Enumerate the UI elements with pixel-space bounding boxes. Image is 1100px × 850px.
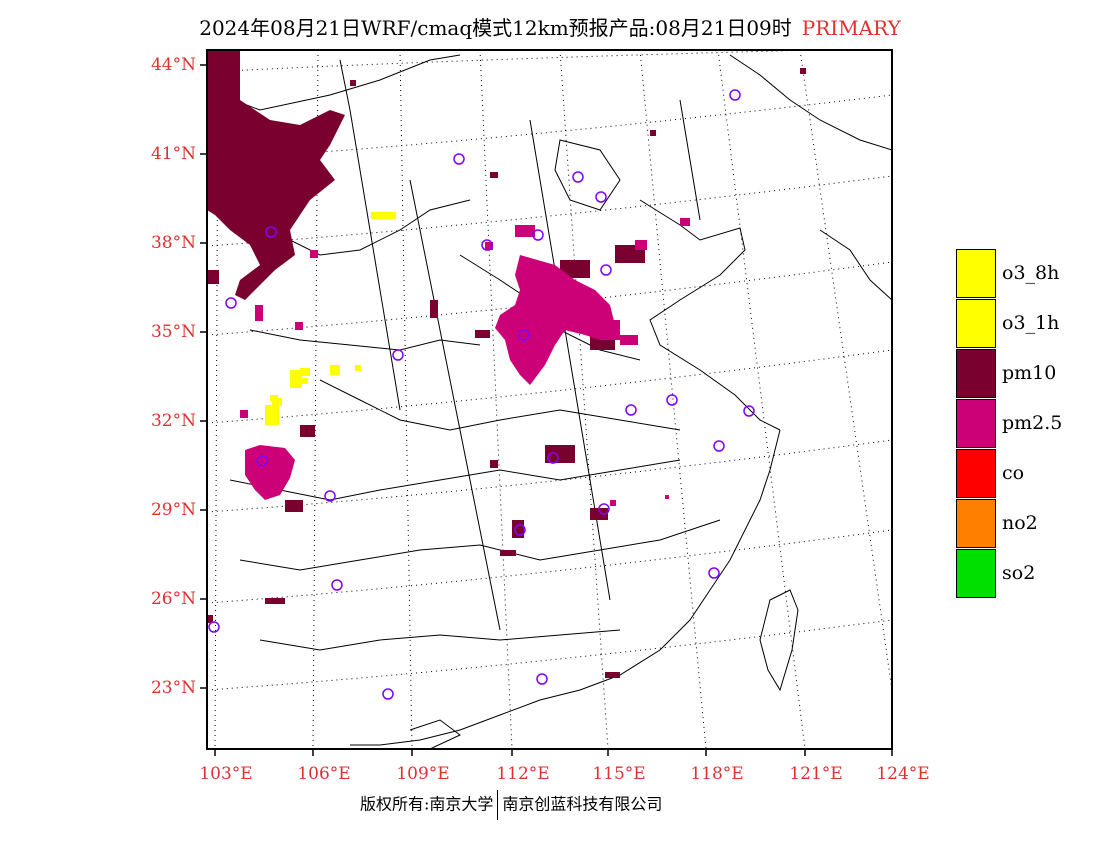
lon-label: 112°E [496,764,550,784]
legend-swatch [956,349,996,398]
lat-label: 26°N [150,589,196,609]
lon-label: 115°E [592,764,646,784]
station-markers [208,89,755,700]
title-tag: PRIMARY [801,16,901,40]
legend-swatch [956,299,996,348]
legend-item: o3_1h [956,299,1076,349]
legend-item: pm2.5 [956,399,1076,449]
footer-company: 南京创蓝科技有限公司 [502,794,663,814]
lon-label: 106°E [297,764,351,784]
footer-separator [497,790,499,820]
lat-label: 41°N [150,144,196,164]
lon-label: 103°E [199,764,253,784]
lat-label: 38°N [150,233,196,253]
lon-label: 118°E [690,764,744,784]
map-frame [206,49,893,750]
legend-label: pm10 [1002,362,1057,384]
lat-label: 29°N [150,500,196,520]
legend-swatch [956,549,996,598]
legend-swatch [956,399,996,448]
legend-item: co [956,449,1076,499]
legend-label: pm2.5 [1002,412,1063,434]
legend-item: o3_8h [956,249,1076,299]
map-title: 2024年08月21日WRF/cmaq模式12km预报产品:08月21日09时 P… [0,12,1100,41]
lat-label: 23°N [150,678,196,698]
lat-label: 44°N [150,55,196,75]
lon-label: 109°E [396,764,450,784]
legend-swatch [956,449,996,498]
legend-label: o3_1h [1002,312,1060,334]
axis-ticks [200,64,893,756]
legend-swatch [956,249,996,298]
legend-item: no2 [956,499,1076,549]
footer-owner: 版权所有:南京大学 [360,794,494,814]
legend-label: so2 [1002,562,1036,584]
legend-label: o3_8h [1002,262,1060,284]
legend-label: co [1002,462,1025,484]
lat-label: 35°N [150,322,196,342]
copyright-footer: 版权所有:南京大学 南京创蓝科技有限公司 [360,790,662,820]
legend-swatch [956,499,996,548]
legend: o3_8h o3_1h pm10 pm2.5 co no2 so2 [956,249,1076,599]
lon-label: 121°E [789,764,843,784]
legend-label: no2 [1002,512,1038,534]
legend-item: pm10 [956,349,1076,399]
lat-label: 32°N [150,411,196,431]
o3-areas [265,212,396,425]
lon-label: 124°E [876,764,930,784]
legend-item: so2 [956,549,1076,599]
title-text: 2024年08月21日WRF/cmaq模式12km预报产品:08月21日09时 [199,16,792,40]
pm10-areas [207,50,806,678]
